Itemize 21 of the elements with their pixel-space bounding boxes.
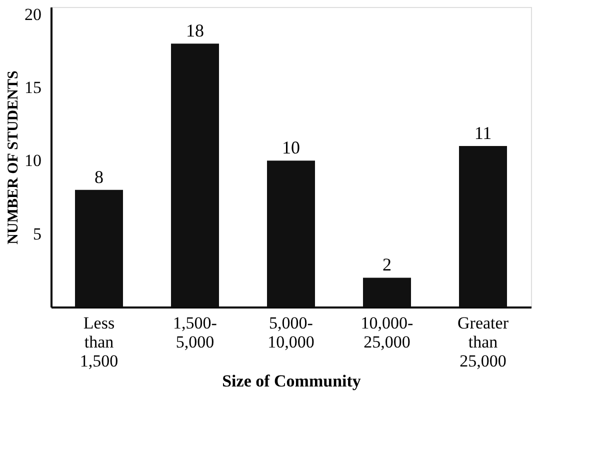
bar <box>363 278 411 307</box>
x-tick-label: 5,000-10,000 <box>268 314 314 352</box>
x-tick-label: 10,000-25,000 <box>360 314 414 352</box>
bar <box>459 146 507 307</box>
bar <box>267 160 315 307</box>
data-label: 18 <box>186 20 204 41</box>
y-tick-label: 15 <box>24 78 42 97</box>
y-axis-title: NUMBER OF STUDENTS <box>6 70 22 244</box>
data-label: 11 <box>474 123 492 144</box>
x-tick-label: 1,500-5,000 <box>173 314 218 352</box>
x-axis-title: Size of Community <box>222 372 362 390</box>
data-label: 8 <box>94 166 104 187</box>
x-tick-label: Greater than 25,000 <box>458 314 509 370</box>
bar <box>75 190 123 307</box>
data-label: 10 <box>282 138 300 158</box>
data-label: 2 <box>382 254 392 275</box>
bar <box>171 44 219 307</box>
y-tick-label: 10 <box>24 151 42 170</box>
x-tick-label: Less than 1,500 <box>80 314 118 370</box>
y-tick-label: 20 <box>24 4 42 24</box>
y-tick-label: 5 <box>33 224 42 244</box>
